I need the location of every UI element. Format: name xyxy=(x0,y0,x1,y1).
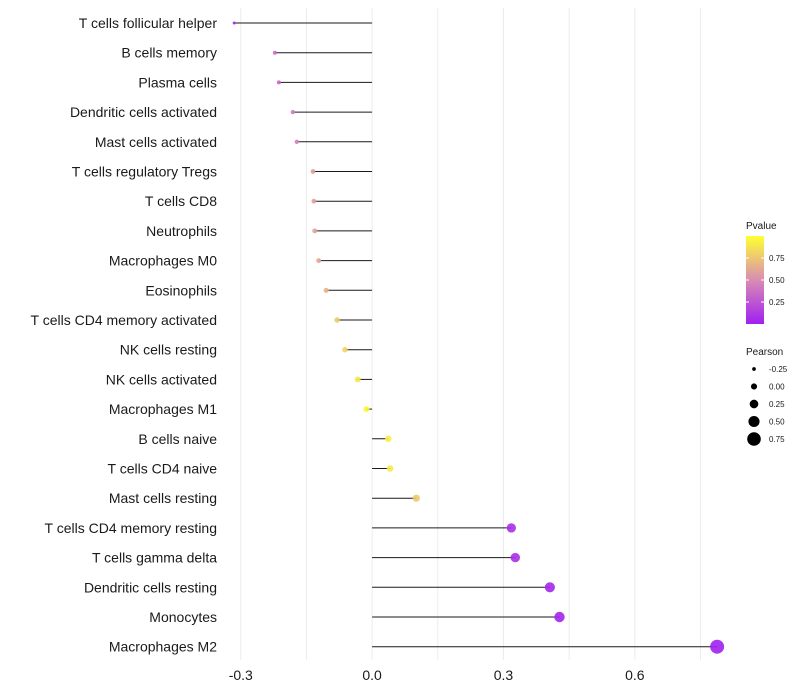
point-plasma-cells xyxy=(276,80,281,85)
category-label-plasma-cells: Plasma cells xyxy=(138,74,217,90)
point-dendritic-cells-resting xyxy=(544,582,555,593)
size-legend-label: -0.25 xyxy=(769,365,788,374)
point-layer xyxy=(232,21,725,654)
point-t-cells-cd4-memory-resting xyxy=(506,523,517,533)
category-label-eosinophils: Eosinophils xyxy=(145,282,217,298)
x-tick-label: 0.0 xyxy=(362,667,382,683)
category-label-t-cells-follicular-helper: T cells follicular helper xyxy=(79,15,218,31)
point-t-cells-cd4-memory-activated xyxy=(334,317,340,323)
category-label-mast-cells-activated: Mast cells activated xyxy=(95,134,217,150)
size-legend-dot xyxy=(749,399,759,409)
size-legend-label: 0.25 xyxy=(769,400,785,409)
size-legend-label: 0.00 xyxy=(769,383,785,392)
category-label-t-cells-gamma-delta: T cells gamma delta xyxy=(92,550,217,566)
size-legend-dot xyxy=(750,383,758,390)
point-macrophages-m2 xyxy=(710,639,725,654)
legend: Pvalue 0.25 0.50 0.75 Pearson -0.25 0.00 0.25 0.… xyxy=(746,221,788,446)
point-t-cells-cd8 xyxy=(311,198,317,204)
size-legend-dot xyxy=(747,432,761,446)
category-label-nk-cells-resting: NK cells resting xyxy=(120,342,217,358)
point-t-cells-gamma-delta xyxy=(510,552,520,563)
point-b-cells-naive xyxy=(385,435,392,443)
category-label-dendritic-cells-activated: Dendritic cells activated xyxy=(70,104,217,120)
category-label-macrophages-m1: Macrophages M1 xyxy=(109,401,217,417)
category-label-macrophages-m0: Macrophages M0 xyxy=(109,253,217,269)
point-t-cells-follicular-helper xyxy=(232,21,236,25)
category-labels: T cells follicular helper B cells memory P… xyxy=(31,15,218,655)
colorbar-title: Pvalue xyxy=(746,221,777,232)
point-mast-cells-activated xyxy=(294,139,300,145)
point-t-cells-cd4-naive xyxy=(386,465,394,472)
category-label-t-cells-cd4-memory-resting: T cells CD4 memory resting xyxy=(45,520,217,536)
category-label-nk-cells-activated: NK cells activated xyxy=(106,371,217,387)
category-label-t-cells-cd4-memory-activated: T cells CD4 memory activated xyxy=(31,312,217,328)
x-tick-label: 0.6 xyxy=(625,667,645,683)
size-legend-label: 0.50 xyxy=(769,418,785,427)
colorbar-tick-label: 0.25 xyxy=(769,298,785,307)
size-legend-title: Pearson xyxy=(746,347,783,358)
colorbar-tick-label: 0.75 xyxy=(769,254,785,263)
size-legend-dot xyxy=(752,367,756,371)
colorbar-tick-label: 0.50 xyxy=(769,276,785,285)
x-tick-label: 0.3 xyxy=(494,667,514,683)
category-label-b-cells-naive: B cells naive xyxy=(138,431,217,447)
x-tick-label: -0.3 xyxy=(229,667,253,683)
point-nk-cells-resting xyxy=(342,346,348,353)
point-t-cells-regulatory-tregs xyxy=(310,169,316,174)
point-neutrophils xyxy=(312,228,318,234)
size-legend-label: 0.75 xyxy=(769,435,785,444)
point-b-cells-memory xyxy=(272,50,277,55)
category-label-neutrophils: Neutrophils xyxy=(146,223,217,239)
point-eosinophils xyxy=(323,287,329,293)
category-label-t-cells-cd8: T cells CD8 xyxy=(145,193,217,209)
category-label-mast-cells-resting: Mast cells resting xyxy=(109,490,217,506)
x-axis-ticks: -0.3 0.0 0.3 0.6 xyxy=(229,667,645,683)
colorbar xyxy=(746,236,764,324)
grid-layer xyxy=(240,8,701,660)
point-monocytes xyxy=(554,611,565,623)
category-label-monocytes: Monocytes xyxy=(149,609,217,625)
point-mast-cells-resting xyxy=(412,494,420,502)
category-label-macrophages-m2: Macrophages M2 xyxy=(109,639,217,655)
point-macrophages-m0 xyxy=(316,258,322,264)
point-nk-cells-activated xyxy=(354,376,361,383)
category-label-t-cells-regulatory-tregs: T cells regulatory Tregs xyxy=(72,164,217,180)
category-label-b-cells-memory: B cells memory xyxy=(121,45,217,61)
category-label-dendritic-cells-resting: Dendritic cells resting xyxy=(84,579,217,595)
point-macrophages-m1 xyxy=(363,406,370,413)
size-legend-dot xyxy=(748,415,760,428)
category-label-t-cells-cd4-naive: T cells CD4 naive xyxy=(108,461,218,477)
point-dendritic-cells-activated xyxy=(290,109,296,115)
